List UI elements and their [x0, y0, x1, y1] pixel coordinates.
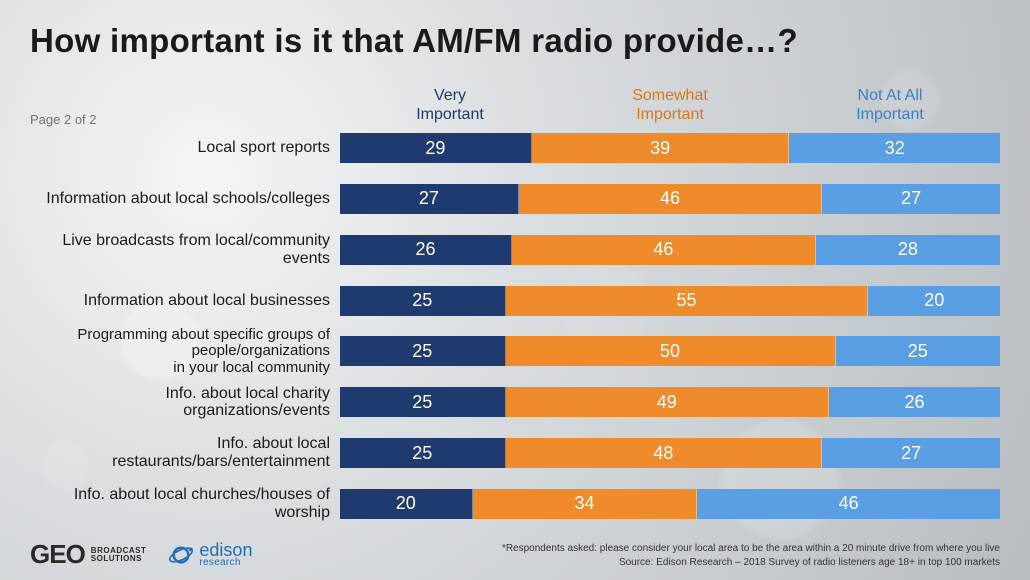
- bar-segment-very: 25: [340, 438, 506, 468]
- chart-row: Information about local businesses255520: [30, 283, 1000, 319]
- bar-segment-somewhat: 49: [506, 387, 829, 417]
- bar-segment-not: 27: [822, 438, 1000, 468]
- bar-segment-not: 25: [836, 336, 1001, 366]
- bar-segment-somewhat: 48: [506, 438, 823, 468]
- category-label: Programming about specific groups of peo…: [30, 327, 340, 377]
- edison-logo-text: edison research: [199, 542, 252, 567]
- stacked-bar: 274627: [340, 184, 1000, 214]
- category-label: Live broadcasts from local/community eve…: [30, 232, 340, 267]
- category-label: Info. about local churches/houses of wor…: [30, 486, 340, 521]
- bar-segment-somewhat: 39: [532, 133, 790, 163]
- stacked-bar: 254926: [340, 387, 1000, 417]
- footnote-line1: *Respondents asked: please consider your…: [502, 542, 1000, 556]
- bar-segment-very: 27: [340, 184, 519, 214]
- category-label: Info. about local charity organizations/…: [30, 385, 340, 420]
- stacked-bar: 254827: [340, 438, 1000, 468]
- stacked-bar: 293932: [340, 133, 1000, 163]
- footnote: *Respondents asked: please consider your…: [502, 542, 1000, 570]
- bar-segment-very: 25: [340, 336, 506, 366]
- bar-segment-very: 20: [340, 489, 473, 519]
- category-label: Info. about local restaurants/bars/enter…: [30, 435, 340, 470]
- legend: VeryImportantSomewhatImportantNot At All…: [30, 80, 1000, 124]
- bar-segment-very: 26: [340, 235, 512, 265]
- edison-logo: edison research: [168, 542, 252, 568]
- category-label: Information about local schools/colleges: [30, 190, 340, 208]
- chart-row: Live broadcasts from local/community eve…: [30, 232, 1000, 268]
- bar-segment-not: 20: [868, 286, 1000, 316]
- slide-title: How important is it that AM/FM radio pro…: [30, 22, 1000, 60]
- stacked-bar: 264628: [340, 235, 1000, 265]
- bar-segment-somewhat: 50: [506, 336, 836, 366]
- bar-segment-not: 32: [789, 133, 1000, 163]
- category-label: Information about local businesses: [30, 292, 340, 310]
- chart-row: Information about local schools/colleges…: [30, 181, 1000, 217]
- slide: How important is it that AM/FM radio pro…: [0, 0, 1030, 580]
- bar-segment-somewhat: 46: [519, 184, 823, 214]
- category-label: Local sport reports: [30, 139, 340, 157]
- chart-row: Info. about local restaurants/bars/enter…: [30, 435, 1000, 471]
- chart-row: Local sport reports293932: [30, 130, 1000, 166]
- legend-somewhat: SomewhatImportant: [560, 87, 780, 124]
- bar-segment-not: 46: [697, 489, 1000, 519]
- chart-rows: Local sport reports293932 Information abo…: [30, 124, 1000, 522]
- stacked-bar: 255520: [340, 286, 1000, 316]
- bar-segment-not: 28: [816, 235, 1000, 265]
- geo-logo-word: GEO: [30, 539, 85, 570]
- geo-logo: GEO BROADCASTSOLUTIONS: [30, 539, 146, 570]
- legend-not: Not At AllImportant: [780, 87, 1000, 124]
- logos: GEO BROADCASTSOLUTIONS edison research: [30, 539, 252, 570]
- geo-logo-sub: BROADCASTSOLUTIONS: [91, 547, 147, 563]
- bar-segment-not: 27: [822, 184, 1000, 214]
- bar-segment-very: 29: [340, 133, 532, 163]
- chart-row: Programming about specific groups of peo…: [30, 333, 1000, 369]
- bar-segment-somewhat: 55: [506, 286, 869, 316]
- footnote-line2: Source: Edison Research – 2018 Survey of…: [502, 556, 1000, 570]
- bar-segment-not: 26: [829, 387, 1000, 417]
- bar-segment-somewhat: 46: [512, 235, 816, 265]
- legend-very: VeryImportant: [340, 87, 560, 124]
- footer: GEO BROADCASTSOLUTIONS edison research *…: [30, 539, 1000, 570]
- chart-row: Info. about local churches/houses of wor…: [30, 486, 1000, 522]
- chart-row: Info. about local charity organizations/…: [30, 384, 1000, 420]
- chart: VeryImportantSomewhatImportantNot At All…: [30, 80, 1000, 522]
- bar-segment-very: 25: [340, 286, 506, 316]
- bar-segment-very: 25: [340, 387, 506, 417]
- stacked-bar: 255025: [340, 336, 1000, 366]
- bar-segment-somewhat: 34: [473, 489, 698, 519]
- stacked-bar: 203446: [340, 489, 1000, 519]
- edison-logo-icon: [168, 542, 194, 568]
